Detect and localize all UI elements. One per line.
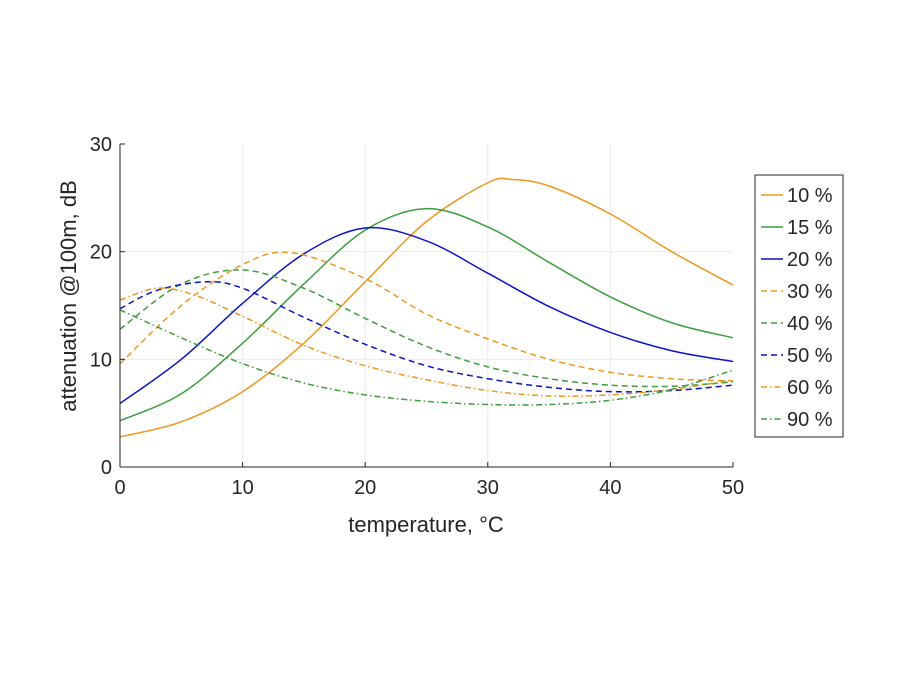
x-axis-label: temperature, °C (348, 512, 504, 537)
legend-box (754, 174, 844, 438)
legend-label-1: 10 % (787, 185, 833, 207)
x-tick-label: 30 (477, 477, 499, 499)
axes (119, 143, 734, 468)
y-tick-label: 10 (90, 349, 112, 371)
series-line-6 (119, 280, 734, 393)
x-tick-label: 10 (231, 477, 253, 499)
legend-label-4: 30 % (787, 281, 833, 303)
x-tick-label: 0 (114, 477, 125, 499)
series-line-2 (119, 207, 734, 422)
x-tick-label: 50 (722, 477, 744, 499)
series-line-4 (119, 251, 734, 382)
legend-label-2: 15 % (787, 217, 833, 239)
y-tick-label: 0 (101, 457, 112, 479)
x-tick-label: 20 (354, 477, 376, 499)
grid (120, 144, 733, 467)
legend-label-7: 60 % (787, 377, 833, 399)
plot-background (120, 144, 733, 467)
series-line-7 (119, 287, 734, 397)
series-lines (119, 177, 734, 438)
y-tick-label: 20 (90, 242, 112, 264)
series-line-5 (119, 269, 734, 388)
legend-label-5: 40 % (787, 313, 833, 335)
legend-label-6: 50 % (787, 345, 833, 367)
y-axis-label: attenuation @100m, dB (56, 180, 81, 411)
y-tick-label: 30 (90, 134, 112, 156)
legend: 10 % 15 % 20 % 30 % 40 % 50 % 60 % 90 % (754, 174, 844, 438)
series-line-3 (119, 226, 734, 405)
series-line-1 (119, 177, 734, 438)
legend-label-3: 20 % (787, 249, 833, 271)
x-tick-label: 40 (599, 477, 621, 499)
series-line-8 (119, 309, 734, 406)
tick-labels: 0 10 20 30 40 50 0 10 20 30 (90, 134, 744, 499)
legend-label-8: 90 % (787, 409, 833, 431)
